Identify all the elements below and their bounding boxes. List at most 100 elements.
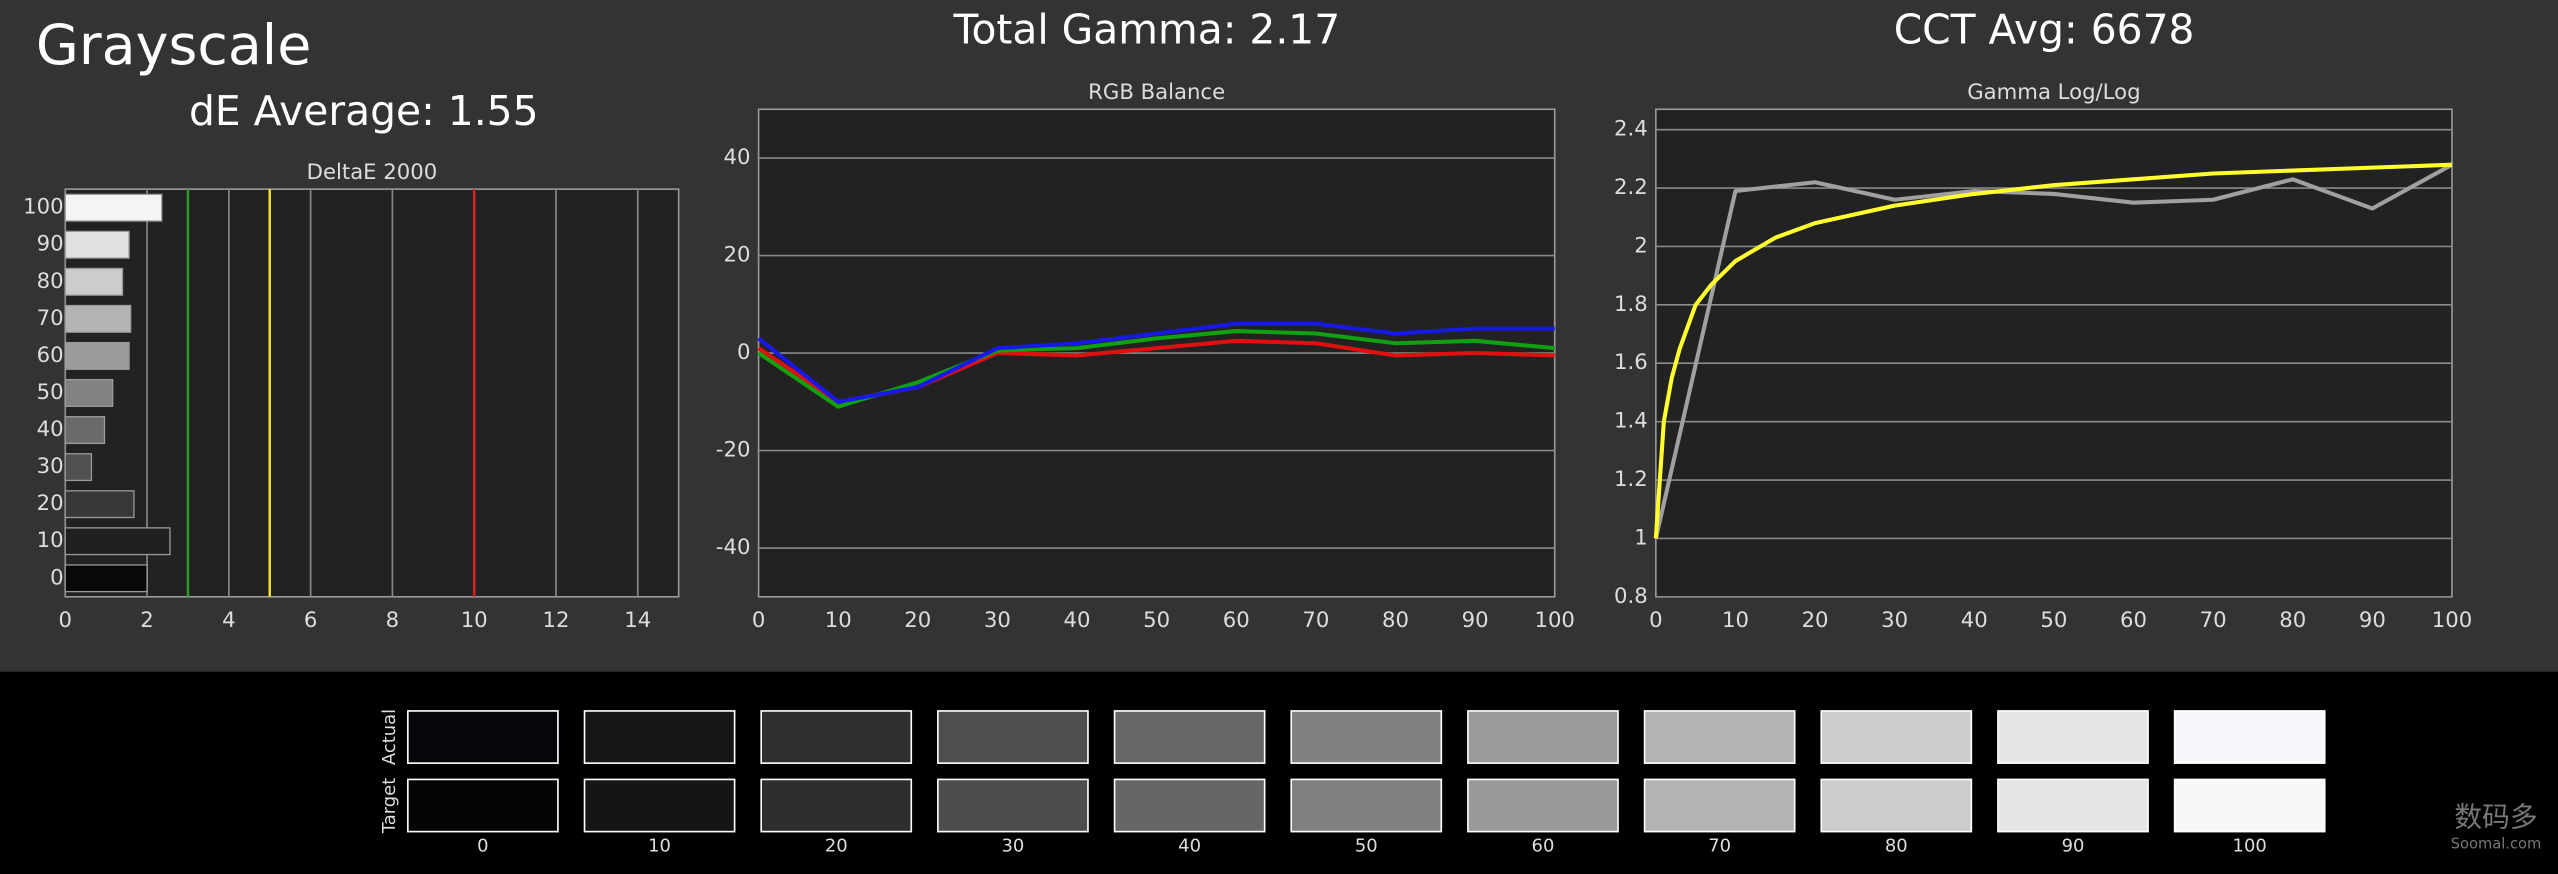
x-tick-label: 70 bbox=[1302, 607, 1329, 632]
row-label: Actual bbox=[379, 709, 400, 765]
swatch bbox=[407, 778, 559, 833]
swatch-label: 80 bbox=[1885, 835, 1908, 856]
x-tick-label: 20 bbox=[1802, 607, 1829, 632]
swatch bbox=[1643, 778, 1796, 833]
y-tick-label: 50 bbox=[37, 379, 64, 404]
bar bbox=[64, 193, 163, 222]
y-tick-label: 2.2 bbox=[1614, 174, 1648, 199]
x-tick-label: 30 bbox=[1881, 607, 1908, 632]
swatch bbox=[2173, 710, 2326, 764]
x-tick-label: 100 bbox=[1534, 607, 1574, 632]
swatch bbox=[760, 778, 913, 833]
swatch bbox=[937, 710, 1089, 764]
swatch bbox=[2173, 778, 2326, 833]
bar bbox=[64, 490, 135, 519]
y-tick-label: 0 bbox=[737, 339, 750, 364]
de-average: dE Average: 1.55 bbox=[189, 87, 539, 135]
y-tick-label: 80 bbox=[37, 268, 64, 293]
bar bbox=[64, 564, 148, 593]
x-tick-label: 50 bbox=[2040, 607, 2067, 632]
x-tick-label: 80 bbox=[2279, 607, 2306, 632]
x-tick-label: 60 bbox=[1223, 607, 1250, 632]
plot-area bbox=[1655, 108, 2453, 598]
x-tick-label: 0 bbox=[59, 607, 72, 632]
swatch bbox=[1290, 778, 1443, 833]
swatch-label: 50 bbox=[1355, 835, 1378, 856]
chart-title: Gamma Log/Log bbox=[1967, 79, 2140, 104]
bottom-panel bbox=[0, 671, 2558, 874]
x-tick-label: 0 bbox=[1649, 607, 1662, 632]
series-line bbox=[757, 321, 1555, 404]
swatch-label: 10 bbox=[648, 835, 671, 856]
bar bbox=[64, 230, 130, 259]
swatch-label: 70 bbox=[1708, 835, 1731, 856]
x-tick-label: 80 bbox=[1382, 607, 1409, 632]
x-tick-label: 2 bbox=[140, 607, 153, 632]
swatch bbox=[760, 710, 913, 764]
y-tick-label: 40 bbox=[723, 144, 750, 169]
swatch bbox=[1290, 710, 1443, 764]
x-tick-label: 12 bbox=[542, 607, 569, 632]
x-tick-label: 50 bbox=[1143, 607, 1170, 632]
swatch bbox=[583, 710, 736, 764]
swatch bbox=[1467, 710, 1619, 764]
y-tick-label: 10 bbox=[37, 527, 64, 552]
bar bbox=[64, 453, 93, 482]
y-tick-label: 1.2 bbox=[1614, 466, 1648, 491]
y-tick-label: 0.8 bbox=[1614, 583, 1648, 608]
y-tick-label: 70 bbox=[37, 305, 64, 330]
swatch-label: 60 bbox=[1532, 835, 1555, 856]
x-tick-label: 90 bbox=[1462, 607, 1489, 632]
row-label: Target bbox=[379, 778, 400, 834]
x-tick-label: 14 bbox=[624, 607, 651, 632]
x-tick-label: 30 bbox=[984, 607, 1011, 632]
x-tick-label: 40 bbox=[1961, 607, 1988, 632]
x-tick-label: 0 bbox=[752, 607, 765, 632]
swatch-label: 40 bbox=[1178, 835, 1201, 856]
bar bbox=[64, 378, 114, 407]
x-tick-label: 40 bbox=[1064, 607, 1091, 632]
total-gamma: Total Gamma: 2.17 bbox=[953, 6, 1341, 54]
bar bbox=[64, 304, 132, 333]
swatch bbox=[407, 710, 559, 764]
y-tick-label: 1.4 bbox=[1614, 408, 1648, 433]
swatch bbox=[1997, 710, 2149, 764]
y-tick-label: 20 bbox=[37, 490, 64, 515]
y-tick-label: 1.6 bbox=[1614, 349, 1648, 374]
swatch bbox=[583, 778, 736, 833]
bar bbox=[64, 527, 171, 556]
x-tick-label: 90 bbox=[2359, 607, 2386, 632]
swatch bbox=[1643, 710, 1796, 764]
y-tick-label: 100 bbox=[23, 194, 63, 219]
swatch bbox=[1997, 778, 2149, 833]
swatch bbox=[1820, 710, 1973, 764]
x-tick-label: 6 bbox=[304, 607, 317, 632]
swatch-label: 0 bbox=[477, 835, 488, 856]
swatch bbox=[1113, 778, 1266, 833]
x-tick-label: 60 bbox=[2120, 607, 2147, 632]
y-tick-label: 1.8 bbox=[1614, 291, 1648, 316]
swatch-label: 90 bbox=[2062, 835, 2085, 856]
bar bbox=[64, 267, 124, 296]
x-tick-label: 10 bbox=[461, 607, 488, 632]
series-line bbox=[1653, 162, 2453, 539]
y-tick-label: 20 bbox=[723, 242, 750, 267]
watermark-site: Soomal.com bbox=[2451, 836, 2542, 853]
swatch bbox=[937, 778, 1089, 833]
y-tick-label: 40 bbox=[37, 416, 64, 441]
chart-title: RGB Balance bbox=[1088, 79, 1225, 104]
swatch bbox=[1820, 778, 1973, 833]
y-tick-label: -40 bbox=[716, 534, 751, 559]
x-tick-label: 4 bbox=[222, 607, 235, 632]
swatch-label: 20 bbox=[825, 835, 848, 856]
cct-avg: CCT Avg: 6678 bbox=[1894, 6, 2195, 54]
bar bbox=[64, 341, 130, 370]
y-tick-label: 2 bbox=[1634, 232, 1647, 257]
y-tick-label: -20 bbox=[716, 437, 751, 462]
x-tick-label: 10 bbox=[1722, 607, 1749, 632]
y-tick-label: 1 bbox=[1634, 524, 1647, 549]
swatch-label: 100 bbox=[2233, 835, 2267, 856]
y-tick-label: 2.4 bbox=[1614, 116, 1648, 141]
bar bbox=[64, 416, 106, 445]
x-tick-label: 100 bbox=[2432, 607, 2472, 632]
